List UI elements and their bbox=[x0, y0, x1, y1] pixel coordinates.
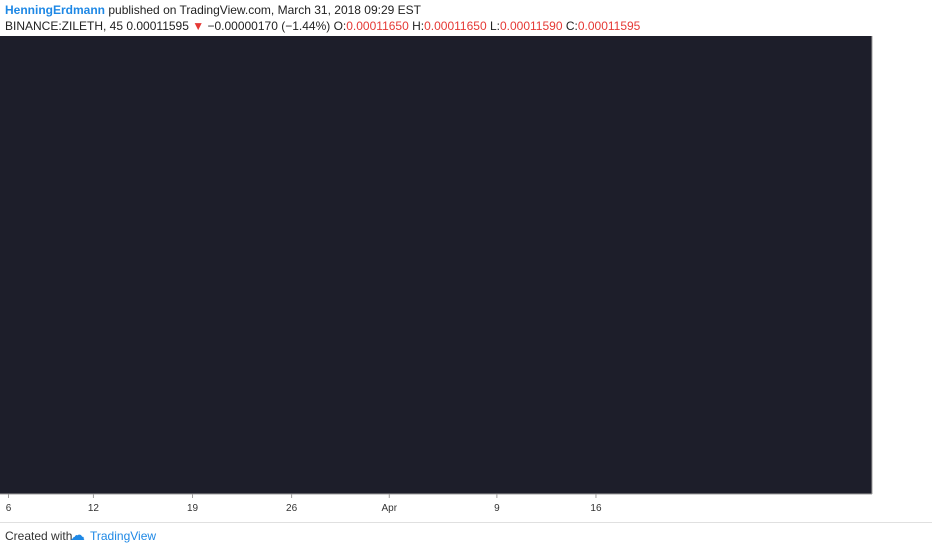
x-tick-label: 12 bbox=[88, 503, 100, 514]
plot-background bbox=[0, 36, 872, 494]
symbol-line: BINANCE:ZILETH, 45 0.00011595 ▼ −0.00000… bbox=[5, 19, 640, 33]
low-label: L: bbox=[489, 19, 500, 33]
chart-header: HenningErdmann published on TradingView.… bbox=[0, 0, 932, 36]
footer: Created with ☁ TradingView bbox=[0, 522, 932, 550]
x-tick-label: 16 bbox=[590, 503, 602, 514]
low-value: 0.00011590 bbox=[499, 19, 563, 33]
x-tick-label: Apr bbox=[382, 503, 398, 514]
x-tick-label: 19 bbox=[187, 503, 199, 514]
high-value: 0.00011650 bbox=[424, 19, 487, 33]
close-label: C: bbox=[565, 19, 578, 33]
symbol-name: BINANCE:ZILETH, 45 bbox=[5, 19, 124, 33]
last-price: 0.00011595 bbox=[126, 19, 189, 33]
open-value: 0.00011650 bbox=[346, 19, 409, 33]
high-label: H: bbox=[412, 19, 425, 33]
x-tick-label: 9 bbox=[494, 503, 500, 514]
time-axis bbox=[0, 494, 872, 522]
x-tick-label: 26 bbox=[286, 503, 298, 514]
price-axis bbox=[872, 36, 932, 522]
tradingview-brand-link[interactable]: TradingView bbox=[90, 529, 157, 543]
close-value: 0.00011595 bbox=[577, 19, 641, 33]
down-arrow-icon: ▼ bbox=[192, 19, 205, 33]
published-text: published on TradingView.com, March 31, … bbox=[108, 3, 421, 17]
author-name[interactable]: HenningErdmann bbox=[5, 3, 106, 17]
tradingview-logo-icon: ☁ bbox=[70, 527, 85, 544]
publisher-line: HenningErdmann published on TradingView.… bbox=[5, 3, 421, 17]
open-label: O: bbox=[333, 19, 347, 33]
price-change: −0.00000170 (−1.44%) bbox=[207, 19, 331, 33]
x-tick-label: 6 bbox=[6, 503, 12, 514]
created-with-text: Created with bbox=[5, 529, 73, 543]
price-chart[interactable]: 0(0.00012144)0.236(0.00010338)0.382(0.00… bbox=[0, 36, 932, 522]
